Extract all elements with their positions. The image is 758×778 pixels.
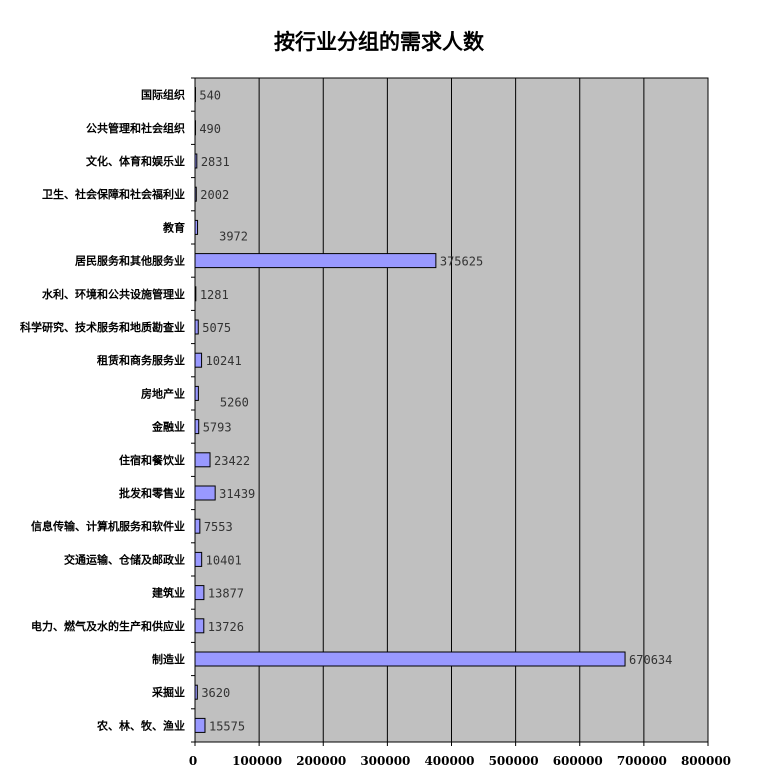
bar <box>194 717 206 733</box>
y-tick-label: 交通运输、仓储及邮政业 <box>64 552 185 566</box>
data-label: 2831 <box>201 155 230 169</box>
bar <box>194 153 198 169</box>
bar <box>194 618 205 634</box>
x-tick-label: 800000 <box>681 754 731 768</box>
data-label: 670634 <box>629 653 672 667</box>
bar <box>194 485 216 501</box>
data-label: 5260 <box>220 395 249 409</box>
bar <box>194 684 198 700</box>
data-label: 1281 <box>200 288 229 302</box>
y-tick-label: 制造业 <box>152 652 185 666</box>
x-tick-label: 700000 <box>617 754 667 768</box>
y-tick-label: 公共管理和社会组织 <box>86 121 185 135</box>
bar <box>194 452 211 468</box>
data-label: 13726 <box>208 620 244 634</box>
y-tick-label: 水利、环境和公共设施管理业 <box>42 287 185 301</box>
y-tick-label: 租赁和商务服务业 <box>97 353 185 367</box>
x-tick-label: 0 <box>189 754 197 768</box>
y-tick-label: 信息传输、计算机服务和软件业 <box>31 519 185 533</box>
data-label: 2002 <box>200 188 229 202</box>
bar <box>194 219 199 235</box>
y-tick-label: 文化、体育和娱乐业 <box>86 154 185 168</box>
y-tick-label: 电力、燃气及水的生产和供应业 <box>31 619 185 633</box>
y-tick-label: 采掘业 <box>151 685 185 699</box>
y-tick-label: 教育 <box>162 220 185 234</box>
y-tick-label: 批发和零售业 <box>119 486 185 500</box>
x-tick-label: 400000 <box>424 754 474 768</box>
bar <box>194 352 203 368</box>
bar <box>194 518 201 534</box>
data-label: 3972 <box>219 229 248 243</box>
bar <box>194 286 197 302</box>
data-label: 375625 <box>440 255 483 269</box>
y-tick-label: 居民服务和其他服务业 <box>75 254 185 268</box>
bar <box>194 319 199 335</box>
bar <box>194 253 437 269</box>
y-tick-label: 国际组织 <box>141 88 185 102</box>
bar <box>194 585 205 601</box>
y-tick-label: 科学研究、技术服务和地质勘查业 <box>20 320 185 334</box>
data-label: 3620 <box>201 686 230 700</box>
y-tick-label: 农、林、牧、渔业 <box>96 718 185 732</box>
data-label: 10401 <box>206 553 242 567</box>
data-label: 23422 <box>214 454 250 468</box>
bar <box>194 385 199 401</box>
x-tick-label: 300000 <box>360 754 410 768</box>
x-tick-label: 600000 <box>553 754 603 768</box>
data-label: 540 <box>199 89 221 103</box>
bar <box>194 651 626 667</box>
bar <box>194 551 203 567</box>
y-tick-label: 建筑业 <box>152 586 185 600</box>
bar <box>194 87 196 103</box>
data-label: 5075 <box>202 321 231 335</box>
data-label: 13877 <box>208 587 244 601</box>
data-label: 490 <box>199 122 221 136</box>
data-label: 10241 <box>206 354 242 368</box>
x-tick-label: 200000 <box>296 754 346 768</box>
data-label: 31439 <box>219 487 255 501</box>
y-tick-label: 金融业 <box>151 420 185 434</box>
x-tick-label: 500000 <box>489 754 539 768</box>
y-tick-label: 房地产业 <box>141 386 185 400</box>
chart-title: 按行业分组的需求人数 <box>274 29 484 54</box>
y-tick-label: 卫生、社会保障和社会福利业 <box>42 187 185 201</box>
bar <box>194 120 196 136</box>
bar <box>194 186 197 202</box>
data-label: 15575 <box>209 719 245 733</box>
bar <box>194 419 200 435</box>
data-label: 5793 <box>203 421 232 435</box>
x-tick-label: 100000 <box>232 754 282 768</box>
y-tick-label: 住宿和餐饮业 <box>119 453 185 467</box>
data-label: 7553 <box>204 520 233 534</box>
